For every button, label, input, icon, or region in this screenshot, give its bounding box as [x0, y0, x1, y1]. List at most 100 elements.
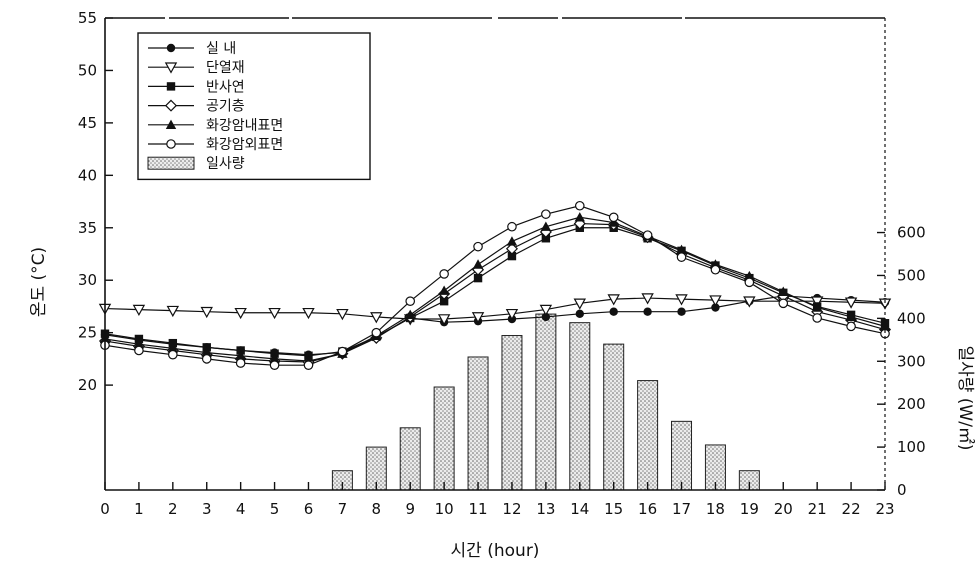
- x-tick-label: 3: [202, 500, 212, 518]
- series-4: [98, 217, 892, 369]
- legend-item: 반사연: [148, 79, 245, 95]
- data-point: [235, 358, 246, 368]
- x-tick-label: 11: [468, 500, 487, 518]
- data-point: [643, 307, 652, 316]
- x-tick-label: 15: [604, 500, 623, 518]
- data-point: [541, 209, 551, 219]
- data-point: [304, 351, 313, 360]
- data-point: [371, 327, 382, 338]
- data-point: [608, 212, 619, 223]
- data-point: [778, 298, 789, 309]
- data-point: [711, 303, 720, 312]
- data-point: [539, 304, 553, 317]
- bar-irradiance: [637, 380, 659, 491]
- legend-marker: [165, 119, 177, 129]
- legend-label: 일사량: [206, 156, 245, 172]
- data-point: [472, 259, 484, 269]
- data-point: [507, 221, 517, 232]
- y2-tick-label: 500: [897, 266, 926, 284]
- bar-irradiance: [501, 335, 523, 491]
- legend-item: 화강암외표면: [148, 137, 283, 153]
- y-tick-label: 50: [78, 61, 97, 79]
- data-point: [201, 354, 212, 364]
- x-tick-label: 20: [774, 500, 793, 518]
- lines-layer: [98, 200, 892, 370]
- y2-tick-label: 600: [897, 224, 926, 242]
- data-point: [810, 296, 824, 308]
- series-3: [100, 223, 890, 360]
- bar-irradiance: [399, 427, 421, 491]
- data-point: [574, 200, 585, 211]
- data-point: [609, 307, 618, 316]
- series-line: [104, 295, 886, 356]
- data-point: [270, 349, 279, 358]
- y2-tick-label: 0: [897, 481, 907, 499]
- legend-marker: [166, 82, 176, 91]
- legend-marker: [166, 43, 176, 53]
- data-point: [676, 252, 687, 262]
- data-point: [438, 285, 450, 295]
- legend-label: 실 내: [206, 41, 236, 57]
- legend-marker: [164, 99, 178, 112]
- x-tick-label: 23: [875, 500, 894, 518]
- x-tick-label: 9: [405, 500, 415, 518]
- x-tick-label: 19: [740, 500, 759, 518]
- series-6: [100, 200, 890, 370]
- data-point: [507, 251, 517, 261]
- data-point: [642, 230, 653, 240]
- bar-irradiance: [603, 343, 625, 491]
- y-tick-label: 35: [78, 219, 97, 237]
- data-point: [743, 296, 756, 308]
- x-tick-label: 22: [842, 500, 861, 518]
- data-point: [302, 307, 315, 320]
- x-tick-label: 0: [100, 500, 110, 518]
- legend-swatch: [147, 156, 195, 170]
- legend-item: 일사량: [147, 156, 245, 172]
- y2-axis-title: 일사량 (W/㎡): [955, 345, 975, 450]
- x-tick-label: 4: [236, 500, 246, 518]
- x-tick-label: 2: [168, 500, 178, 518]
- data-point: [132, 304, 146, 317]
- series-line: [104, 297, 886, 320]
- x-tick-label: 21: [808, 500, 827, 518]
- data-point: [677, 307, 686, 316]
- data-point: [505, 242, 519, 255]
- data-point: [337, 346, 348, 357]
- x-tick-label: 14: [570, 500, 589, 518]
- data-point: [846, 321, 856, 332]
- x-tick-label: 10: [435, 500, 454, 518]
- legend-marker: [166, 139, 176, 149]
- data-point: [269, 353, 280, 364]
- data-point: [540, 221, 552, 231]
- data-point: [166, 305, 180, 318]
- data-point: [235, 350, 246, 360]
- data-point: [439, 269, 449, 279]
- series-line: [104, 216, 886, 362]
- legend-item: 실 내: [148, 41, 236, 57]
- series-5: [99, 212, 891, 366]
- data-point: [269, 360, 280, 370]
- data-point: [200, 306, 213, 319]
- data-point: [641, 293, 654, 305]
- legend-item: 공기층: [148, 99, 245, 115]
- data-point: [134, 345, 144, 356]
- x-tick-label: 16: [638, 500, 657, 518]
- data-point: [710, 264, 721, 275]
- data-point: [405, 309, 416, 320]
- bar-irradiance: [433, 386, 455, 491]
- legend-label: 반사연: [206, 79, 245, 95]
- data-point: [541, 312, 551, 322]
- data-point: [471, 312, 485, 324]
- y-axis-title: 온도 (°C): [29, 247, 49, 317]
- bar-irradiance: [569, 322, 591, 491]
- series-line: [104, 222, 886, 363]
- x-tick-label: 6: [304, 500, 314, 518]
- data-point: [167, 343, 179, 353]
- y-tick-label: 25: [78, 324, 97, 342]
- x-tick-label: 8: [372, 500, 382, 518]
- data-point: [709, 295, 722, 307]
- data-point: [268, 307, 281, 320]
- y2-tick-label: 400: [897, 309, 926, 327]
